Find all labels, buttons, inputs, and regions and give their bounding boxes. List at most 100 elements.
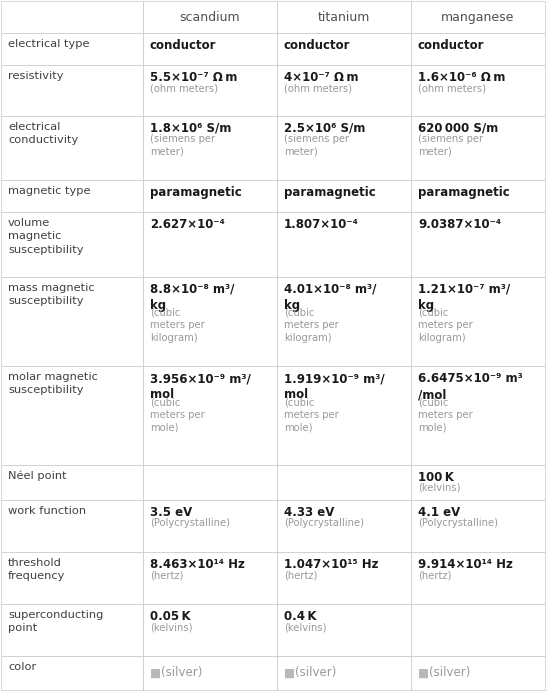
Bar	[411, 552, 545, 604]
Text: 4.01×10⁻⁸ m³/
kg: 4.01×10⁻⁸ m³/ kg	[284, 283, 376, 312]
Bar	[411, 115, 545, 180]
Bar	[277, 212, 411, 276]
Text: (Polycrystalline): (Polycrystalline)	[150, 518, 230, 529]
Bar	[143, 366, 277, 464]
Text: 0.4 K: 0.4 K	[284, 610, 317, 623]
Bar	[1, 366, 143, 464]
Bar	[411, 500, 545, 552]
Text: scandium: scandium	[180, 10, 240, 23]
Bar	[1, 276, 143, 366]
Bar	[143, 212, 277, 276]
Bar	[1, 212, 143, 276]
Text: (cubic
meters per
kilogram): (cubic meters per kilogram)	[150, 308, 205, 343]
Text: 4.33 eV: 4.33 eV	[284, 507, 334, 520]
Text: (hertz): (hertz)	[418, 570, 452, 580]
Text: 100 K: 100 K	[418, 471, 454, 484]
Text: (kelvins): (kelvins)	[284, 623, 327, 632]
Text: mass magnetic
susceptibility: mass magnetic susceptibility	[8, 283, 94, 306]
Bar	[277, 115, 411, 180]
Text: volume
magnetic
susceptibility: volume magnetic susceptibility	[8, 218, 84, 254]
Text: 1.21×10⁻⁷ m³/
kg: 1.21×10⁻⁷ m³/ kg	[418, 283, 510, 312]
Text: (cubic
meters per
mole): (cubic meters per mole)	[418, 397, 473, 433]
Bar	[143, 604, 277, 656]
Text: threshold
frequency: threshold frequency	[8, 558, 66, 581]
Text: 5.5×10⁻⁷ Ω m: 5.5×10⁻⁷ Ω m	[150, 71, 238, 84]
Text: 3.5 eV: 3.5 eV	[150, 507, 192, 520]
Bar	[1, 552, 143, 604]
Text: 8.463×10¹⁴ Hz: 8.463×10¹⁴ Hz	[150, 558, 245, 571]
Bar	[277, 180, 411, 212]
Text: 3.956×10⁻⁹ m³/
mol: 3.956×10⁻⁹ m³/ mol	[150, 372, 251, 401]
Bar	[411, 604, 545, 656]
Text: 1.919×10⁻⁹ m³/
mol: 1.919×10⁻⁹ m³/ mol	[284, 372, 384, 401]
Text: 2.5×10⁶ S/m: 2.5×10⁶ S/m	[284, 122, 365, 135]
Bar	[143, 180, 277, 212]
Text: (cubic
meters per
mole): (cubic meters per mole)	[150, 397, 205, 433]
Bar	[277, 1, 411, 33]
Bar	[143, 115, 277, 180]
Text: 1.8×10⁶ S/m: 1.8×10⁶ S/m	[150, 122, 232, 135]
Text: (kelvins): (kelvins)	[150, 623, 193, 632]
Bar	[143, 552, 277, 604]
Bar	[1, 1, 143, 33]
Text: (cubic
meters per
kilogram): (cubic meters per kilogram)	[418, 308, 473, 343]
Text: 1.6×10⁻⁶ Ω m: 1.6×10⁻⁶ Ω m	[418, 71, 506, 84]
Text: (silver): (silver)	[161, 667, 203, 679]
Bar	[1, 464, 143, 500]
Bar	[411, 66, 545, 115]
Text: Néel point: Néel point	[8, 471, 67, 481]
Text: ■: ■	[418, 667, 429, 679]
Text: ■: ■	[150, 667, 161, 679]
Bar	[1, 604, 143, 656]
Bar	[411, 276, 545, 366]
Text: conductor: conductor	[418, 39, 484, 53]
Bar	[1, 33, 143, 66]
Bar	[143, 276, 277, 366]
Text: magnetic type: magnetic type	[8, 186, 91, 196]
Text: (Polycrystalline): (Polycrystalline)	[284, 518, 364, 529]
Text: superconducting
point: superconducting point	[8, 610, 103, 633]
Bar	[143, 464, 277, 500]
Bar	[411, 464, 545, 500]
Bar	[277, 500, 411, 552]
Text: electrical type: electrical type	[8, 39, 90, 49]
Text: paramagnetic: paramagnetic	[284, 186, 376, 199]
Bar	[1, 656, 143, 690]
Text: conductor: conductor	[150, 39, 217, 53]
Text: (siemens per
meter): (siemens per meter)	[150, 134, 215, 156]
Text: 1.807×10⁻⁴: 1.807×10⁻⁴	[284, 218, 359, 231]
Text: 4×10⁻⁷ Ω m: 4×10⁻⁷ Ω m	[284, 71, 359, 84]
Bar	[143, 656, 277, 690]
Text: 9.914×10¹⁴ Hz: 9.914×10¹⁴ Hz	[418, 558, 513, 571]
Bar	[411, 180, 545, 212]
Bar	[1, 66, 143, 115]
Text: 2.627×10⁻⁴: 2.627×10⁻⁴	[150, 218, 225, 231]
Text: (siemens per
meter): (siemens per meter)	[418, 134, 483, 156]
Text: 9.0387×10⁻⁴: 9.0387×10⁻⁴	[418, 218, 501, 231]
Text: (silver): (silver)	[295, 667, 336, 679]
Text: (cubic
meters per
kilogram): (cubic meters per kilogram)	[284, 308, 339, 343]
Bar	[411, 212, 545, 276]
Text: paramagnetic: paramagnetic	[150, 186, 242, 199]
Bar	[143, 500, 277, 552]
Bar	[277, 604, 411, 656]
Bar	[143, 1, 277, 33]
Bar	[411, 656, 545, 690]
Text: (ohm meters): (ohm meters)	[150, 84, 218, 93]
Text: (cubic
meters per
mole): (cubic meters per mole)	[284, 397, 339, 433]
Text: conductor: conductor	[284, 39, 351, 53]
Text: (silver): (silver)	[429, 667, 470, 679]
Text: (hertz): (hertz)	[150, 570, 183, 580]
Text: 8.8×10⁻⁸ m³/
kg: 8.8×10⁻⁸ m³/ kg	[150, 283, 234, 312]
Text: ■: ■	[284, 667, 295, 679]
Bar	[411, 33, 545, 66]
Text: electrical
conductivity: electrical conductivity	[8, 122, 78, 144]
Text: 0.05 K: 0.05 K	[150, 610, 191, 623]
Bar	[1, 180, 143, 212]
Text: (ohm meters): (ohm meters)	[418, 84, 486, 93]
Text: (kelvins): (kelvins)	[418, 483, 460, 493]
Text: (hertz): (hertz)	[284, 570, 317, 580]
Bar	[143, 66, 277, 115]
Bar	[411, 366, 545, 464]
Text: color: color	[8, 662, 36, 672]
